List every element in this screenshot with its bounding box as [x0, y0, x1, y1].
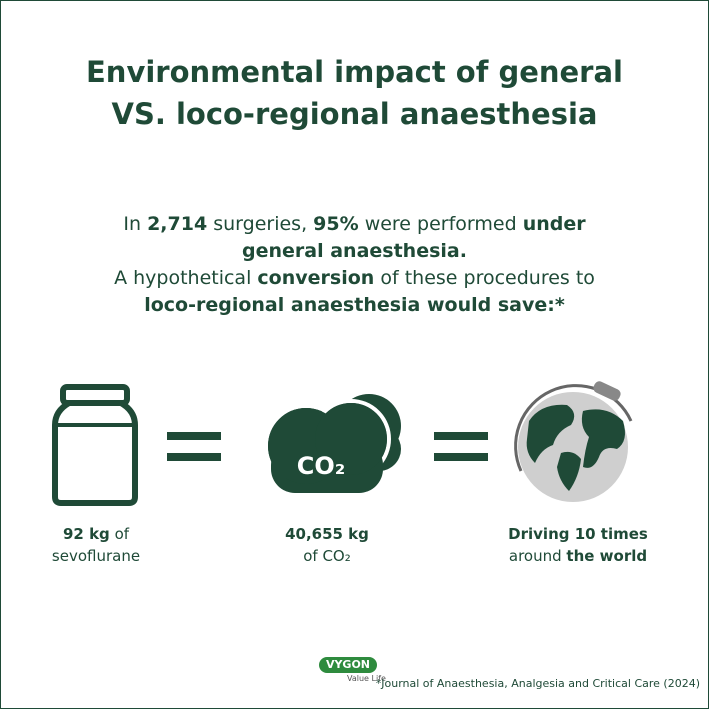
caption-line: Driving 10 times	[478, 523, 678, 545]
bold-text: 92 kg	[62, 525, 110, 543]
bold-text: under general anaesthesia.	[242, 213, 586, 262]
title: Environmental impact of general VS. loco…	[86, 55, 623, 131]
intro-paragraph: A hypothetical conversion of these proce…	[86, 265, 623, 319]
cloud-icon: CO₂	[264, 394, 401, 493]
caption-line: sevoflurane	[1, 545, 196, 567]
bold-text: the world	[566, 547, 648, 565]
caption-line: 40,655 kg	[227, 523, 427, 545]
caption: 40,655 kg of CO₂	[227, 523, 427, 567]
bold-text: 2,714	[147, 213, 208, 235]
bold-text: 95%	[313, 213, 359, 235]
intro: In 2,714 surgeries, 95% were performed u…	[41, 211, 668, 319]
logo: VYGON	[319, 657, 377, 673]
text: surgeries,	[213, 213, 308, 235]
caption: 92 kg of sevoflurane	[1, 523, 196, 567]
bold-text: loco-regional anaesthesia would save:*	[144, 294, 565, 316]
caption-line: around the world	[478, 545, 678, 567]
text: of these procedures to	[380, 267, 595, 289]
bold-text: Driving 10 times	[508, 525, 648, 543]
text: In	[123, 213, 142, 235]
equals-icon	[167, 432, 488, 461]
text: A hypothetical	[114, 267, 252, 289]
text: of	[114, 525, 130, 543]
text: around	[508, 547, 562, 565]
bold-text: conversion	[257, 267, 375, 289]
caption-line: 92 kg of	[1, 523, 196, 545]
text: sevoflurane	[51, 547, 141, 565]
cloud-label: CO₂	[297, 452, 346, 480]
jar-icon	[52, 384, 138, 506]
globe-icon	[514, 381, 633, 502]
caption: Driving 10 times around the world	[478, 523, 678, 567]
caption-line: of CO₂	[227, 545, 427, 567]
text: were performed	[364, 213, 517, 235]
intro-paragraph: In 2,714 surgeries, 95% were performed u…	[86, 211, 623, 265]
logo-tagline: Value Life	[347, 674, 386, 683]
footnote: *Journal of Anaesthesia, Analgesia and C…	[375, 677, 700, 690]
text: of CO₂	[303, 547, 351, 565]
bold-text: 40,655 kg	[285, 525, 369, 543]
